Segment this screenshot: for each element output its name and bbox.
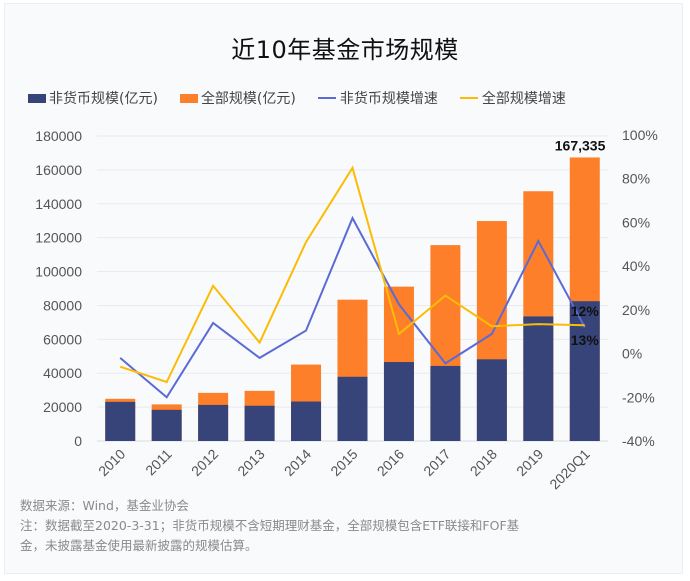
x-axis-tick-label: 2016 [374,446,407,479]
right-axis-tick-label: 40% [622,258,650,274]
left-axis-tick-label: 160000 [35,162,82,178]
bar-nonmoney-scale [105,401,136,441]
x-axis-tick-label: 2011 [142,446,175,479]
data-label-nonmoney-growth-2020q1: 12% [571,303,600,319]
right-axis-tick-label: 80% [622,171,650,187]
right-axis-ticks: -40% -20% 0% 20% 40% 60% 80% 100% [622,127,658,449]
legend-label: 全部规模增速 [481,91,566,107]
legend-item-total-scale: 全部规模(亿元) [179,88,296,108]
x-axis-tick-label: 2010 [95,446,128,479]
bar-nonmoney-scale [383,362,414,441]
footer: 数据来源：Wind，基金业协会 注：数据截至2020-3-31；非货币规模不含短… [20,496,519,556]
left-axis-tick-label: 180000 [35,128,82,144]
legend-swatch-nonmoney-scale [28,93,46,103]
right-axis-tick-label: 0% [622,346,642,362]
left-axis-tick-label: 0 [74,433,82,449]
left-axis-tick-label: 100000 [35,264,82,280]
bar-nonmoney-scale [569,301,600,441]
x-axis-tick-label: 2017 [420,446,453,479]
right-axis-tick-label: -20% [622,389,655,405]
left-axis-tick-label: 120000 [35,230,82,246]
annotations: 167,335 12% 13% [555,137,606,348]
x-axis-tick-label: 2012 [188,446,221,479]
left-axis-tick-label: 80000 [43,297,82,313]
right-axis-tick-label: -40% [622,433,655,449]
bar-nonmoney-scale [337,376,368,441]
legend-label: 非货币规模增速 [339,91,438,107]
legend-swatch-nonmoney-growth [317,97,336,99]
left-axis-ticks: 0 20000 40000 60000 80000 100000 120000 140000 1… [35,128,82,449]
x-axis-ticks: 2010 2011 2012 2013 2014 2015 2016 2017 2018 2019… [95,446,593,493]
x-axis-tick-label: 2013 [234,446,267,479]
left-axis-tick-label: 40000 [43,365,82,381]
legend-item-total-growth: 全部规模增速 [459,88,566,108]
bar-nonmoney-scale [523,316,554,441]
left-axis-tick-label: 140000 [35,196,82,212]
x-axis-tick-label: 2019 [513,446,546,479]
legend-item-nonmoney-scale: 非货币规模(亿元) [28,88,158,108]
right-axis-tick-label: 20% [622,302,650,318]
x-axis-tick-label: 2015 [327,446,360,479]
line-nonmoney-growth [119,215,586,399]
bar-nonmoney-scale [430,365,461,441]
chart-title: 近10年基金市场规模 [231,36,459,64]
legend-label: 非货币规模(亿元) [49,91,158,107]
bar-nonmoney-scale [198,404,229,441]
footnote-line-2: 金，未披露基金使用最新披露的规模估算。 [20,538,258,553]
right-axis-tick-label: 60% [622,214,650,230]
legend: 非货币规模(亿元) 全部规模(亿元) 非货币规模增速 全部规模增速 [28,88,588,108]
legend-swatch-total-growth [459,97,478,99]
lines [119,165,586,399]
legend-swatch-total-scale [179,93,198,103]
x-axis-tick-label: 2018 [467,446,500,479]
x-axis-tick-label: 2020Q1 [546,446,593,493]
data-label-total-2020q1: 167,335 [555,137,606,153]
x-axis-tick-label: 2014 [281,446,314,479]
legend-label: 全部规模(亿元) [200,91,296,107]
bars [105,157,600,441]
line-total-growth [119,165,585,384]
data-label-total-growth-2020q1: 13% [571,332,600,348]
bar-nonmoney-scale [244,405,275,441]
legend-item-nonmoney-growth: 非货币规模增速 [317,88,438,108]
bar-nonmoney-scale [151,409,182,441]
left-axis-tick-label: 60000 [43,331,82,347]
right-axis-tick-label: 100% [622,127,658,143]
bar-nonmoney-scale [291,401,322,441]
left-axis-tick-label: 20000 [43,399,82,415]
source-note: 数据来源：Wind，基金业协会 [20,498,189,513]
bar-nonmoney-scale [476,359,507,441]
footnote-line-1: 注：数据截至2020-3-31；非货币规模不含短期理财基金，全部规模包含ETF联… [20,518,520,533]
